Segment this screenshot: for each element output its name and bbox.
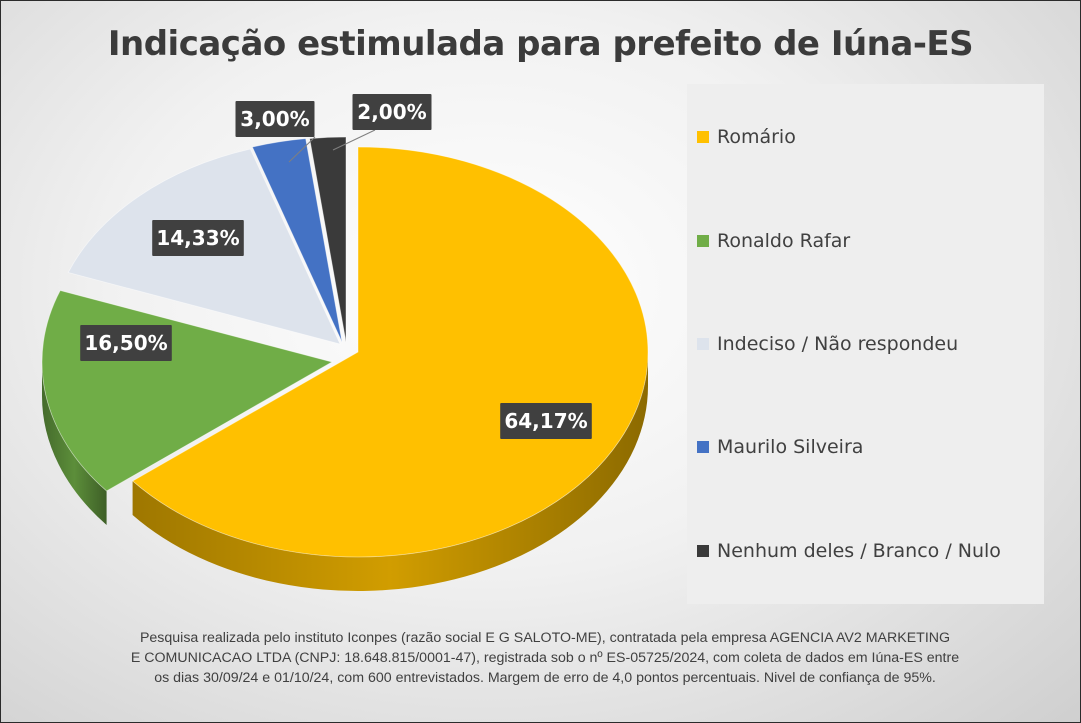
- legend-item-romario: Romário: [697, 123, 796, 151]
- legend-swatch: [697, 338, 709, 350]
- data-label-romario: 64,17%: [500, 403, 592, 439]
- legend-label: Nenhum deles / Branco / Nulo: [717, 540, 1001, 562]
- legend-item-ronaldo-rafar: Ronaldo Rafar: [697, 227, 850, 255]
- legend-item-maurilo-silveira: Maurilo Silveira: [697, 433, 863, 461]
- legend-item-nenhum: Nenhum deles / Branco / Nulo: [697, 537, 1001, 565]
- legend-swatch: [697, 545, 709, 557]
- pie-slice-maurilo-silveira: [251, 138, 343, 343]
- footnote-line: os dias 30/09/24 e 01/10/24, com 600 ent…: [154, 670, 936, 686]
- legend-label: Romário: [717, 126, 796, 148]
- data-label-nenhum-deles-branco-nulo: 2,00%: [352, 94, 432, 130]
- legend-swatch: [697, 131, 709, 143]
- data-label-ronaldo-rafar: 16,50%: [80, 325, 172, 361]
- pie-slice-side-romario: [132, 352, 648, 592]
- legend-item-indeciso: Indeciso / Não respondeu: [697, 330, 958, 358]
- leader-line: [332, 129, 376, 151]
- data-label-maurilo-silveira: 3,00%: [235, 101, 315, 137]
- data-label-text: 3,00%: [240, 107, 309, 131]
- chart-legend: Romário Ronaldo Rafar Indeciso / Não res…: [687, 84, 1044, 604]
- pie-slice-nenhum-deles-branco-nulo: [309, 136, 347, 343]
- data-label-text: 16,50%: [84, 331, 167, 355]
- legend-swatch: [697, 441, 709, 453]
- footnote-line: Pesquisa realizada pelo instituto Iconpe…: [139, 630, 951, 646]
- pie-slice-side-ronaldo-rafar: [42, 362, 107, 525]
- legend-label: Ronaldo Rafar: [717, 230, 851, 252]
- footnote: Pesquisa realizada pelo instituto Iconpe…: [60, 628, 1030, 688]
- pie-slice-romario: [131, 146, 649, 558]
- footnote-line: E COMUNICACAO LTDA (CNPJ: 18.648.815/000…: [130, 650, 960, 666]
- data-label-indeciso-nao-respondeu: 14,33%: [152, 220, 244, 256]
- chart-title: Indicação estimulada para prefeito de Iú…: [107, 24, 974, 64]
- data-label-text: 2,00%: [357, 100, 426, 124]
- data-label-text: 64,17%: [504, 409, 587, 433]
- legend-label: Maurilo Silveira: [717, 436, 864, 458]
- leader-line: [288, 136, 316, 163]
- legend-label: Indeciso / Não respondeu: [717, 333, 959, 355]
- data-label-text: 14,33%: [156, 226, 239, 250]
- legend-swatch: [697, 235, 709, 247]
